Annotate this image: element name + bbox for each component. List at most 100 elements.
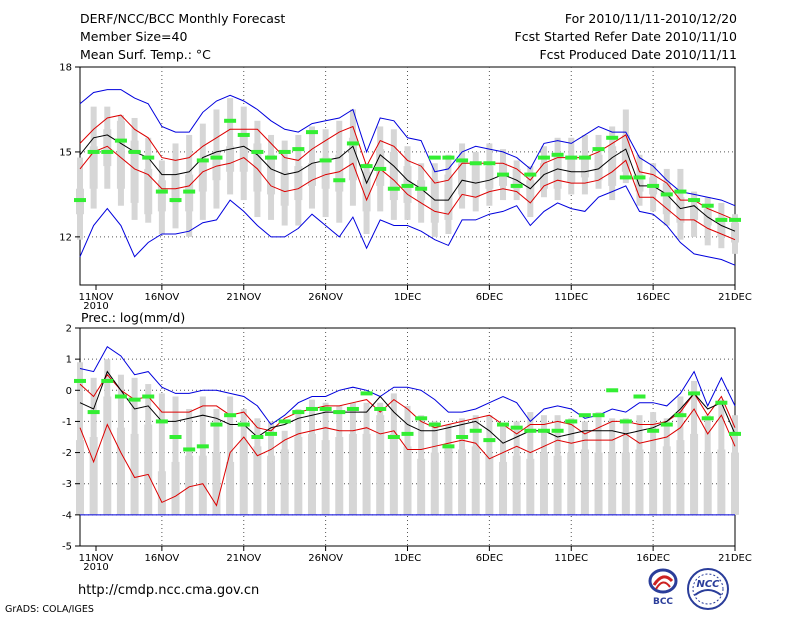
temp-box [335,154,344,192]
temp-median-marker [469,161,482,166]
prec-whisker [172,396,179,515]
prec-y-tick-label: 2 [66,324,72,335]
temp-median-marker [305,130,318,135]
prec-median-marker [210,422,223,427]
temp-box [580,157,589,178]
temperature-panel-title: Mean Surf. Temp.: °C [80,47,211,62]
temp-median-marker [715,217,728,222]
temp-median-marker [319,158,332,163]
temp-median-marker [87,149,100,154]
temp-median-marker [415,186,428,191]
prec-box [253,446,262,515]
prec-box [389,433,398,515]
temp-x-tick-label: 1DEC [394,292,421,303]
prec-median-marker [592,413,605,418]
prec-x-tick-label: 1DEC [394,553,421,564]
prec-median-marker [237,422,250,427]
prec-median-marker [333,410,346,415]
prec-box [376,415,385,515]
prec-x-tick-label: 21NOV [226,553,261,564]
temp-min-line [79,185,736,266]
temp-median-marker [292,147,305,152]
temp-box [103,129,112,167]
prec-box [198,455,207,515]
temp-median-marker [428,155,441,160]
prec-y-tick-label: -1 [62,417,72,428]
prec-x-tick-label: 21DEC [718,553,752,564]
temp-box [294,166,303,201]
prec-median-marker [729,431,741,436]
temp-box [608,146,617,186]
prec-box [89,437,98,515]
prec-median-marker [660,422,673,427]
prec-median-marker [606,388,619,393]
prec-x-tick-label: 11DEC [554,553,588,564]
prec-whisker [77,362,83,515]
prec-y-tick-label: -4 [62,510,72,521]
prec-box [294,437,303,515]
temp-box [430,180,439,223]
prec-median-marker [483,438,496,443]
temp-box [157,180,166,212]
prec-whisker [158,393,165,515]
temp-median-marker [346,141,359,146]
prec-box [144,424,153,515]
temp-median-marker [401,183,414,188]
prec-box [157,471,166,515]
temp-box [89,146,98,189]
prec-box [539,452,548,515]
prec-box [103,396,112,515]
temp-median-marker [483,161,496,166]
temp-median-marker [497,172,510,177]
temp-box [662,183,671,215]
prec-box [116,427,125,515]
prec-box [280,449,289,515]
prec-box [649,452,658,515]
temp-median-marker [701,203,714,208]
temp-x-tick-label: 26NOV [308,292,343,303]
temp-median-marker [606,135,619,140]
temp-median-marker [456,158,469,163]
temp-median-marker [128,149,141,154]
prec-box [703,452,712,515]
prec-y-tick-label: 1 [66,355,72,366]
prec-median-marker [428,422,441,427]
temp-box [362,171,371,212]
temp-median-marker [565,155,578,160]
prec-box [608,452,617,515]
prec-box [226,461,235,515]
temp-box [717,217,726,237]
temperature-panel: 12 15 18 11NOV 16NOV 21NOV 26NOV 1DEC 6DEC 11DEC 1… [59,63,752,313]
temp-upper-spread-line [79,114,736,221]
prec-median-marker [442,444,455,449]
prec-box [307,433,316,515]
temp-median-marker [578,155,591,160]
prec-median-marker [292,410,305,415]
temp-median-marker [592,147,605,152]
temp-box [567,157,576,184]
prec-box [362,433,371,515]
temp-box [226,146,235,172]
prec-x-tick-label: 16NOV [145,553,180,564]
prec-median-marker [265,431,278,436]
temp-box [471,163,480,198]
prec-median-marker [469,428,482,433]
temp-median-marker [114,138,127,143]
prec-box [130,433,139,515]
prec-box [635,449,644,515]
temp-box [485,166,494,189]
temp-box [389,151,398,201]
temp-median-marker [210,155,223,160]
prec-median-marker [415,416,428,421]
source-url[interactable]: http://cmdp.ncc.cma.gov.cn [78,583,260,598]
prec-box [444,446,453,515]
temp-x-tick-label: 21DEC [718,292,752,303]
prec-box [676,440,685,515]
prec-x-tick-label: 11NOV [79,553,114,564]
temp-median-marker [442,155,455,160]
temp-median-marker [265,155,278,160]
prec-box [717,449,726,515]
prec-median-marker [251,435,264,439]
prec-median-marker [387,435,400,439]
bcc-logo: BCC [641,567,685,611]
